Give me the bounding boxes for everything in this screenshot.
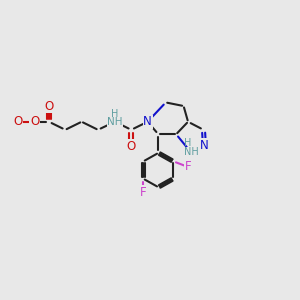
Text: O: O — [127, 140, 136, 153]
Text: O: O — [30, 115, 39, 128]
Text: H: H — [184, 138, 192, 148]
Text: NH: NH — [184, 147, 198, 158]
Text: N: N — [200, 139, 209, 152]
Text: O: O — [13, 115, 22, 128]
Text: F: F — [185, 160, 191, 173]
Text: O: O — [44, 100, 54, 112]
Text: H: H — [111, 109, 118, 119]
Text: N: N — [143, 115, 152, 128]
Text: NH: NH — [107, 117, 123, 127]
Text: F: F — [140, 186, 147, 199]
